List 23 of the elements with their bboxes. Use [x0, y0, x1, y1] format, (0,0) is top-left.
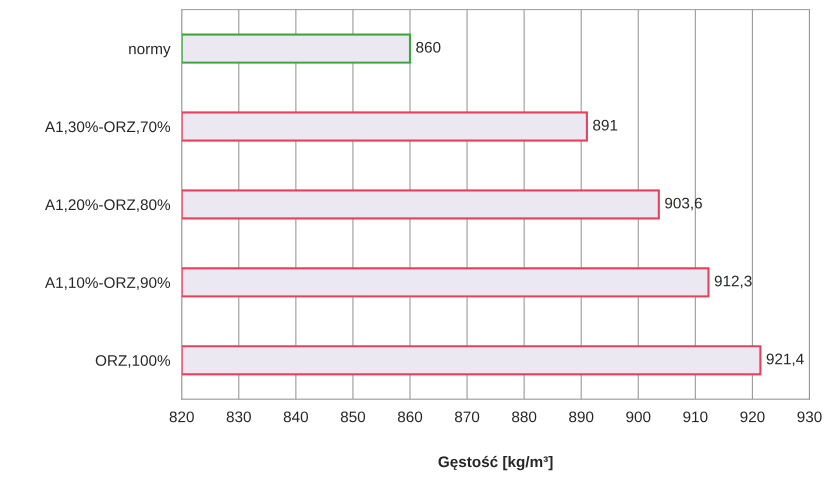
x-tick-label: 820 [170, 411, 194, 422]
y-tick-label: A1,30%-ORZ,70% [44, 121, 170, 134]
x-tick-label: 920 [740, 411, 765, 422]
data-label: 912,3 [714, 276, 752, 288]
x-tick-label: 890 [569, 411, 594, 422]
x-tick-label: 840 [284, 411, 308, 422]
data-label: 903,6 [665, 198, 702, 210]
x-tick-label: 900 [626, 411, 650, 422]
x-axis-title: Gęstość [kg/m³] [438, 456, 552, 470]
x-tick-label: 860 [398, 411, 422, 422]
x-tick-label: 910 [683, 411, 708, 422]
data-label: 921,4 [766, 354, 804, 366]
y-tick-label: A1,10%-ORZ,90% [44, 277, 170, 290]
data-label: 891 [593, 120, 618, 131]
x-tick-label: 850 [340, 411, 366, 422]
y-tick-label: ORZ,100% [96, 355, 170, 368]
x-tick-label: 830 [226, 411, 251, 422]
y-tick-label: A1,20%-ORZ,80% [44, 199, 170, 212]
data-label: 860 [416, 42, 440, 53]
y-tick-label: normy [129, 46, 171, 58]
x-tick-label: 870 [454, 411, 480, 422]
x-tick-label: 930 [797, 411, 822, 422]
x-tick-label: 880 [512, 411, 536, 422]
